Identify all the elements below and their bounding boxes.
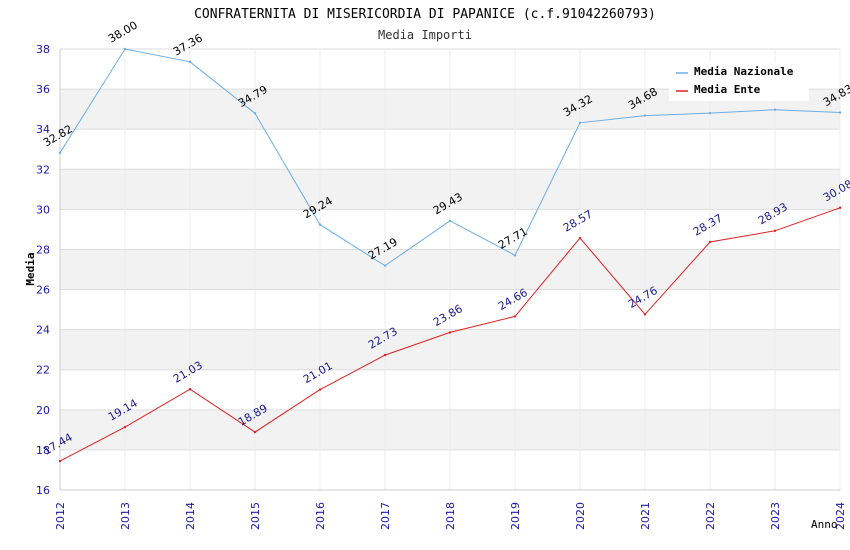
x-tick-label: 2023 (769, 502, 782, 530)
data-point (58, 459, 62, 463)
y-tick-label: 30 (36, 203, 50, 216)
data-point (513, 315, 517, 318)
data-point (578, 236, 582, 240)
y-tick-label: 24 (36, 324, 50, 337)
x-tick-label: 2019 (509, 502, 522, 530)
data-point (513, 254, 517, 257)
x-tick-label: 2017 (379, 502, 392, 530)
data-point (383, 264, 387, 267)
y-tick-label: 18 (36, 444, 50, 457)
y-tick-label: 28 (36, 243, 50, 256)
data-point (448, 219, 452, 222)
x-tick-label: 2014 (184, 502, 197, 530)
data-point (318, 388, 322, 391)
data-label: 24.66 (496, 286, 530, 313)
data-label: 28.57 (561, 208, 595, 235)
y-tick-label: 36 (36, 83, 50, 96)
data-label: 27.71 (496, 225, 530, 252)
y-tick-label: 20 (36, 404, 50, 417)
data-point (643, 313, 647, 316)
y-tick-label: 22 (36, 364, 50, 377)
data-point (708, 240, 712, 244)
data-label: 23.86 (431, 302, 465, 329)
data-point (188, 387, 192, 391)
y-tick-label: 34 (36, 123, 50, 136)
legend-label-media-nazionale: Media Nazionale (694, 65, 794, 78)
data-point (188, 60, 192, 64)
plot-axes (59, 49, 840, 491)
x-tick-label: 2022 (704, 502, 717, 530)
data-label: 17.44 (41, 431, 75, 458)
legend-label-media-ente: Media Ente (694, 83, 761, 96)
plot-gridlines (59, 48, 841, 491)
data-point (838, 111, 842, 114)
data-point (253, 430, 257, 434)
x-tick-label: 2024 (834, 502, 847, 530)
legend: Media Nazionale Media Ente (669, 61, 809, 101)
data-label: 37.36 (171, 31, 205, 58)
data-point (773, 229, 777, 233)
x-tick-label: 2021 (639, 502, 652, 530)
data-point (838, 206, 842, 209)
x-tick-label: 2015 (249, 502, 262, 530)
data-point (383, 353, 387, 357)
data-point (643, 114, 647, 117)
data-point (773, 108, 777, 111)
chart-title: CONFRATERNITA DI MISERICORDIA DI PAPANIC… (194, 7, 656, 22)
x-tick-label: 2016 (314, 502, 327, 530)
x-tick-label: 2012 (54, 502, 67, 530)
data-point (578, 121, 582, 124)
data-point (58, 151, 62, 155)
y-tick-label: 38 (36, 43, 50, 56)
data-point (318, 223, 322, 226)
y-tick-labels: 16 18 20 22 24 26 28 30 32 34 36 38 (36, 43, 50, 497)
x-tick-label: 2018 (444, 502, 457, 530)
legend-background (669, 61, 809, 101)
x-axis-label: Anno (811, 518, 838, 531)
data-point (123, 47, 127, 51)
data-point (448, 331, 452, 334)
data-label: 38.00 (106, 19, 140, 46)
data-point (123, 425, 127, 429)
y-tick-label: 26 (36, 284, 50, 297)
data-point (253, 112, 257, 115)
x-tick-labels: 2012 2013 2014 2015 2016 2017 2018 2019 2020 2021… (54, 502, 847, 530)
data-label: 28.37 (691, 212, 725, 239)
x-tick-label: 2020 (574, 502, 587, 530)
y-tick-label: 16 (36, 484, 50, 497)
data-point (708, 111, 712, 115)
chart-subtitle: Media Importi (378, 28, 472, 42)
x-tick-label: 2013 (119, 502, 132, 530)
y-tick-label: 32 (36, 163, 50, 176)
y-axis-label: Media (24, 252, 37, 285)
